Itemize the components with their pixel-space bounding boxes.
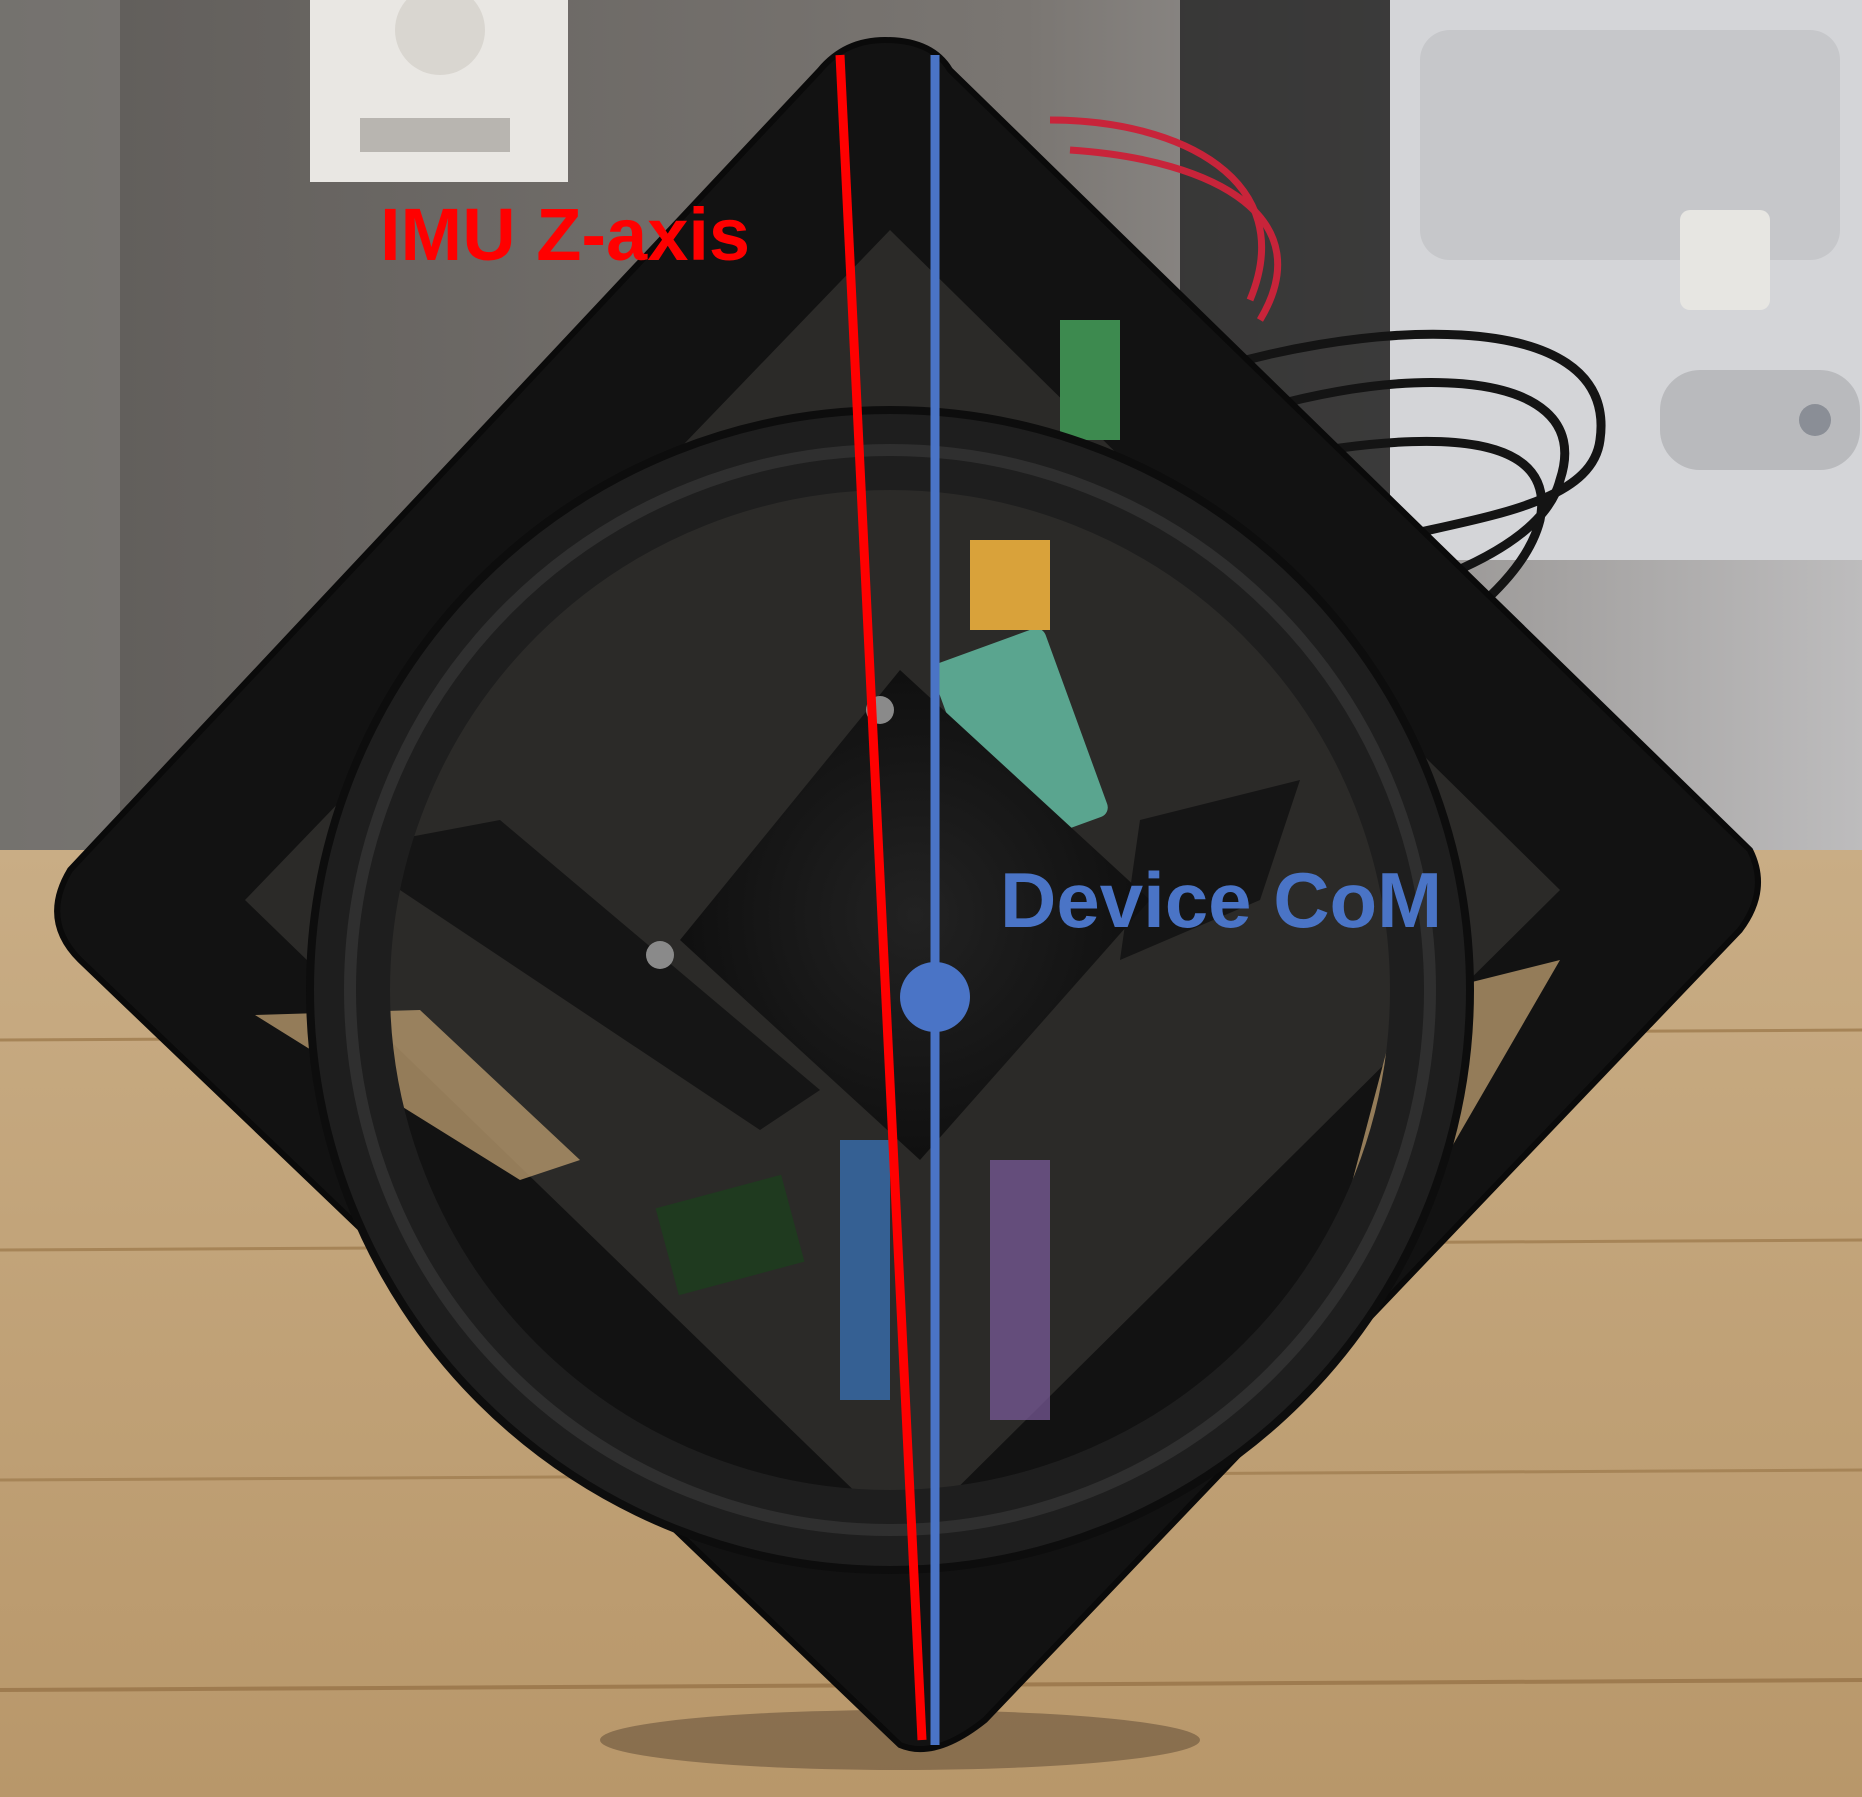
imu-z-axis-label: IMU Z-axis xyxy=(380,193,751,276)
reaction-wheel xyxy=(306,406,1474,1574)
device-com-label: Device CoM xyxy=(1000,856,1443,944)
imu-z-axis-line xyxy=(835,54,927,1741)
wall-switch-plate xyxy=(310,0,568,182)
device-com-marker xyxy=(900,962,970,1032)
